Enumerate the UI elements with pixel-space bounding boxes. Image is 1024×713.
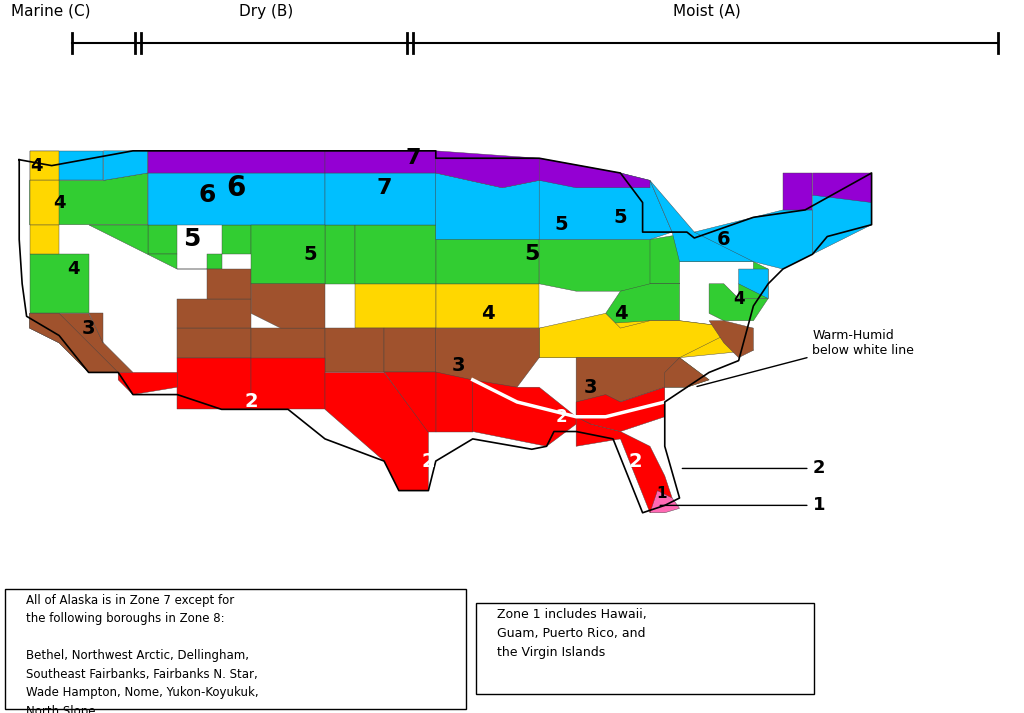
Text: Dry (B): Dry (B) — [240, 4, 293, 19]
Polygon shape — [650, 232, 754, 284]
Text: 4: 4 — [613, 304, 628, 323]
Polygon shape — [540, 240, 680, 291]
Polygon shape — [738, 269, 768, 299]
Text: Moist (A): Moist (A) — [673, 4, 740, 19]
Polygon shape — [251, 225, 354, 284]
Polygon shape — [665, 358, 709, 387]
Polygon shape — [30, 151, 103, 180]
Polygon shape — [436, 284, 540, 328]
Polygon shape — [30, 255, 89, 313]
Text: 5: 5 — [524, 245, 540, 265]
Polygon shape — [812, 173, 871, 255]
Polygon shape — [177, 328, 251, 358]
Polygon shape — [325, 151, 436, 173]
Polygon shape — [30, 225, 59, 255]
Polygon shape — [147, 151, 177, 173]
Polygon shape — [251, 358, 325, 409]
Text: 3: 3 — [452, 356, 465, 374]
Text: 3: 3 — [82, 319, 95, 338]
Polygon shape — [251, 328, 325, 372]
Text: Marine (C): Marine (C) — [11, 4, 91, 19]
Polygon shape — [577, 387, 665, 431]
Polygon shape — [473, 380, 577, 446]
Polygon shape — [540, 173, 672, 240]
Text: 5: 5 — [555, 215, 568, 234]
Text: 1: 1 — [656, 486, 667, 501]
Polygon shape — [118, 372, 177, 394]
Polygon shape — [207, 269, 251, 299]
Text: Zone 1 includes Hawaii,
Guam, Puerto Rico, and
the Virgin Islands: Zone 1 includes Hawaii, Guam, Puerto Ric… — [497, 607, 646, 659]
Text: 6: 6 — [717, 230, 731, 249]
Polygon shape — [147, 173, 325, 225]
Text: 6: 6 — [226, 174, 246, 202]
Polygon shape — [694, 210, 812, 269]
Polygon shape — [147, 151, 325, 173]
Polygon shape — [251, 225, 325, 284]
Polygon shape — [650, 180, 754, 262]
Text: 4: 4 — [733, 289, 744, 307]
Text: 2: 2 — [629, 451, 642, 471]
Polygon shape — [577, 416, 672, 513]
Polygon shape — [436, 151, 540, 188]
Polygon shape — [436, 240, 540, 284]
Polygon shape — [650, 491, 680, 513]
Polygon shape — [325, 372, 428, 491]
Text: 1: 1 — [660, 496, 825, 514]
Polygon shape — [709, 321, 754, 358]
Polygon shape — [89, 225, 251, 269]
Polygon shape — [812, 173, 871, 202]
FancyBboxPatch shape — [476, 603, 814, 694]
Text: All of Alaska is in Zone 7 except for
the following boroughs in Zone 8:

Bethel,: All of Alaska is in Zone 7 except for th… — [26, 594, 258, 713]
Polygon shape — [540, 158, 650, 188]
Polygon shape — [147, 225, 177, 255]
Polygon shape — [30, 151, 59, 180]
Text: 4: 4 — [31, 157, 43, 175]
Polygon shape — [177, 299, 251, 328]
Polygon shape — [436, 372, 473, 431]
Text: 2: 2 — [245, 392, 258, 411]
FancyBboxPatch shape — [5, 589, 466, 709]
Polygon shape — [384, 328, 436, 372]
Polygon shape — [30, 313, 118, 372]
Polygon shape — [605, 284, 680, 328]
Polygon shape — [540, 321, 754, 358]
Text: Warm-Humid
below white line: Warm-Humid below white line — [697, 329, 914, 386]
Text: 4: 4 — [53, 193, 66, 212]
Polygon shape — [103, 151, 147, 180]
Text: 5: 5 — [183, 227, 201, 252]
Polygon shape — [354, 225, 436, 284]
Text: 2: 2 — [682, 459, 825, 478]
Text: 4: 4 — [480, 304, 495, 323]
Text: 2: 2 — [556, 408, 567, 426]
Polygon shape — [709, 284, 768, 321]
Polygon shape — [325, 328, 384, 372]
Polygon shape — [540, 313, 738, 358]
Text: 2: 2 — [422, 451, 435, 471]
Polygon shape — [738, 262, 768, 299]
Text: 6: 6 — [198, 183, 215, 207]
Text: 7: 7 — [377, 178, 392, 198]
Polygon shape — [384, 372, 436, 431]
Polygon shape — [436, 328, 540, 387]
Polygon shape — [30, 313, 133, 372]
Polygon shape — [30, 173, 147, 225]
Polygon shape — [665, 358, 709, 387]
Polygon shape — [577, 358, 680, 424]
Polygon shape — [89, 313, 103, 343]
Polygon shape — [251, 284, 325, 328]
Text: 4: 4 — [68, 260, 80, 278]
Text: 5: 5 — [303, 245, 317, 264]
Polygon shape — [30, 180, 59, 225]
Polygon shape — [325, 173, 436, 225]
Text: 3: 3 — [584, 378, 598, 396]
Text: 7: 7 — [406, 148, 422, 168]
Polygon shape — [354, 284, 436, 328]
Text: 5: 5 — [613, 207, 628, 227]
Polygon shape — [436, 173, 540, 240]
Polygon shape — [177, 358, 251, 409]
Polygon shape — [783, 173, 812, 210]
